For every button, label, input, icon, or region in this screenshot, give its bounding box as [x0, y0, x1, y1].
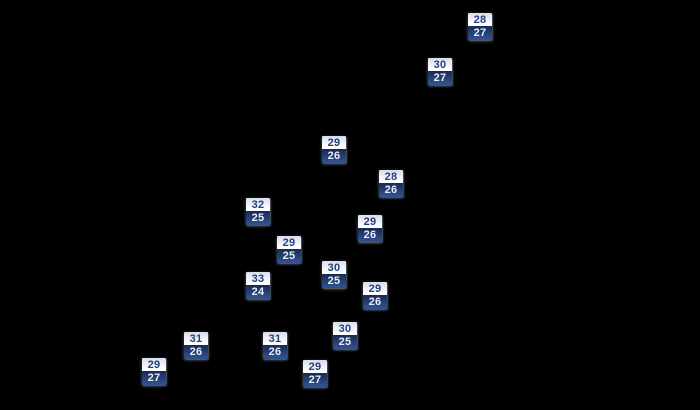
low-temperature-label: 27 [428, 71, 452, 85]
temperature-marker[interactable]: 28 26 [379, 170, 403, 197]
low-temperature-label: 27 [303, 373, 327, 387]
high-temperature-label: 28 [379, 170, 403, 183]
low-temperature-label: 26 [322, 149, 346, 163]
high-temperature-label: 29 [142, 358, 166, 371]
temperature-marker[interactable]: 29 25 [277, 236, 301, 263]
temperature-marker[interactable]: 29 26 [358, 215, 382, 242]
temperature-marker[interactable]: 33 24 [246, 272, 270, 299]
temperature-marker[interactable]: 30 25 [333, 322, 357, 349]
low-temperature-label: 26 [363, 295, 387, 309]
high-temperature-label: 29 [322, 136, 346, 149]
high-temperature-label: 32 [246, 198, 270, 211]
temperature-marker[interactable]: 31 26 [263, 332, 287, 359]
low-temperature-label: 24 [246, 285, 270, 299]
high-temperature-label: 29 [303, 360, 327, 373]
temperature-marker[interactable]: 29 27 [303, 360, 327, 387]
temperature-marker[interactable]: 29 27 [142, 358, 166, 385]
high-temperature-label: 29 [363, 282, 387, 295]
high-temperature-label: 30 [322, 261, 346, 274]
low-temperature-label: 26 [358, 228, 382, 242]
high-temperature-label: 29 [358, 215, 382, 228]
temperature-marker[interactable]: 30 27 [428, 58, 452, 85]
low-temperature-label: 26 [184, 345, 208, 359]
temperature-marker[interactable]: 28 27 [468, 13, 492, 40]
high-temperature-label: 33 [246, 272, 270, 285]
temperature-marker[interactable]: 32 25 [246, 198, 270, 225]
low-temperature-label: 25 [246, 211, 270, 225]
high-temperature-label: 30 [333, 322, 357, 335]
high-temperature-label: 30 [428, 58, 452, 71]
low-temperature-label: 26 [263, 345, 287, 359]
temperature-marker[interactable]: 31 26 [184, 332, 208, 359]
low-temperature-label: 26 [379, 183, 403, 197]
low-temperature-label: 27 [468, 26, 492, 40]
low-temperature-label: 25 [322, 274, 346, 288]
low-temperature-label: 25 [277, 249, 301, 263]
high-temperature-label: 29 [277, 236, 301, 249]
temperature-marker[interactable]: 29 26 [322, 136, 346, 163]
high-temperature-label: 28 [468, 13, 492, 26]
temperature-marker[interactable]: 29 26 [363, 282, 387, 309]
low-temperature-label: 25 [333, 335, 357, 349]
low-temperature-label: 27 [142, 371, 166, 385]
temperature-marker[interactable]: 30 25 [322, 261, 346, 288]
high-temperature-label: 31 [184, 332, 208, 345]
high-temperature-label: 31 [263, 332, 287, 345]
